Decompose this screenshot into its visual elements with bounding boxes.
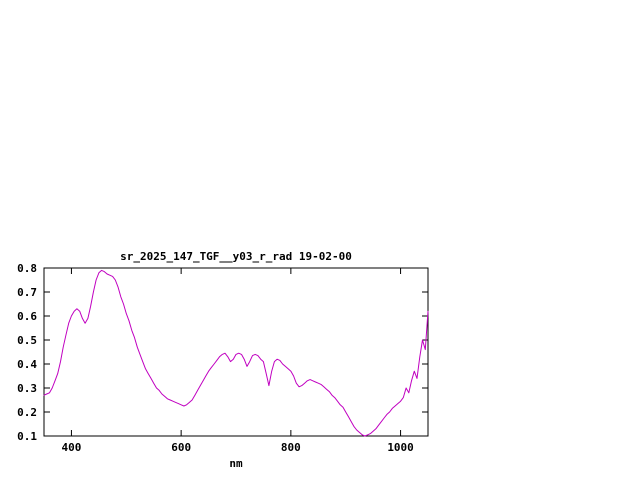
x-tick-label: 800 — [281, 441, 301, 454]
y-tick-label: 0.5 — [17, 334, 37, 347]
plot-border — [43, 267, 429, 437]
y-tick-label: 0.3 — [17, 382, 37, 395]
x-tick-label: 400 — [61, 441, 81, 454]
x-axis-label: nm — [229, 457, 243, 470]
y-tick-label: 0.2 — [17, 406, 37, 419]
chart-title: sr_2025_147_TGF__y03_r_rad 19-02-00 — [120, 250, 352, 263]
y-tick-label: 0.8 — [17, 262, 37, 275]
y-tick-label: 0.7 — [17, 286, 37, 299]
x-tick-label: 1000 — [387, 441, 414, 454]
x-tick-label: 600 — [171, 441, 191, 454]
y-tick-label: 0.6 — [17, 310, 37, 323]
y-tick-label: 0.4 — [17, 358, 37, 371]
y-tick-label: 0.1 — [17, 430, 37, 443]
axis-tick-labels: 400 600 800 1000 0.1 0.2 0.3 0.4 0.5 0.6 0.7 0.8 — [17, 262, 414, 454]
spectrum-line — [43, 269, 429, 437]
axis-ticks — [44, 267, 428, 437]
